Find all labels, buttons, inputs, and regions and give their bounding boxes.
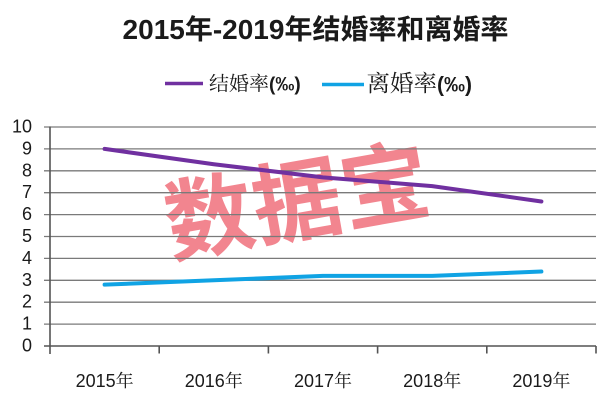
svg-text:9: 9 (22, 138, 32, 158)
svg-text:8: 8 (22, 160, 32, 180)
svg-text:5: 5 (22, 226, 32, 246)
svg-text:2015: 2015 (123, 14, 185, 45)
svg-text:3: 3 (22, 270, 32, 290)
svg-text:0: 0 (22, 336, 32, 356)
svg-text:10: 10 (12, 117, 32, 137)
svg-text:2017: 2017 (294, 371, 334, 391)
svg-text:(‰): (‰) (269, 75, 301, 96)
svg-text:2018: 2018 (403, 371, 443, 391)
svg-text:2: 2 (22, 292, 32, 312)
svg-text:2015: 2015 (76, 371, 116, 391)
svg-text:(‰): (‰) (437, 74, 472, 97)
svg-text:1: 1 (22, 314, 32, 334)
svg-text:-2019: -2019 (213, 14, 285, 45)
svg-text:7: 7 (22, 182, 32, 202)
svg-text:4: 4 (22, 248, 32, 268)
svg-text:6: 6 (22, 204, 32, 224)
svg-text:2016: 2016 (185, 371, 225, 391)
svg-text:2019: 2019 (512, 371, 552, 391)
